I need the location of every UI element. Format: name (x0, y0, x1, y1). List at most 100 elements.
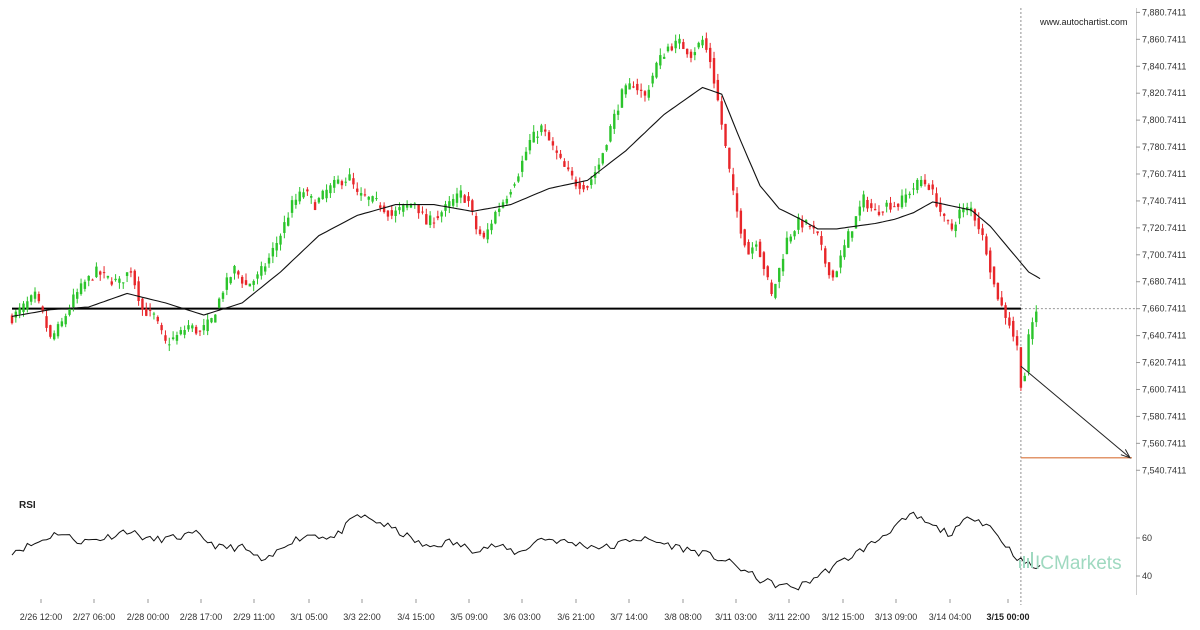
candle-body (597, 164, 601, 170)
icmarkets-bars-icon (1019, 552, 1033, 568)
price-tick-label: 7,540.7411 (1142, 465, 1186, 475)
candle (367, 196, 370, 207)
candle (467, 191, 470, 207)
price-tick-label: 7,660.7411 (1142, 304, 1186, 314)
time-tick-label: 3/3 22:00 (343, 612, 381, 622)
candle-body (294, 199, 298, 205)
candle (102, 266, 106, 279)
candle (935, 187, 938, 208)
candle-body (37, 293, 41, 302)
candle (513, 182, 516, 188)
candle-body (781, 258, 785, 272)
candle (728, 147, 731, 173)
candle (33, 287, 37, 303)
candle-body (114, 278, 117, 281)
candle-body (494, 211, 497, 224)
candle (340, 179, 344, 190)
candle-body (628, 83, 631, 90)
candle-body (482, 232, 486, 238)
price-tick-label: 7,840.7411 (1142, 61, 1186, 71)
rsi-panel (11, 511, 1041, 591)
candle-body (405, 203, 409, 208)
candle-body (881, 211, 885, 213)
candle-body (931, 184, 934, 190)
candle-body (436, 216, 440, 219)
candle (229, 276, 232, 285)
time-tick-label: 3/7 14:00 (610, 612, 648, 622)
candle (240, 275, 244, 288)
candle-body (636, 83, 639, 91)
candle-body (244, 280, 248, 285)
candle-body (735, 193, 739, 212)
candle-body (762, 252, 766, 269)
candle (670, 43, 674, 52)
candle (191, 323, 194, 333)
candle-body (275, 242, 278, 251)
candle (793, 230, 796, 240)
candle (662, 53, 666, 59)
candle-body (977, 218, 980, 230)
candle (659, 48, 662, 70)
candle (440, 210, 443, 223)
candle (99, 270, 102, 281)
candle-body (716, 79, 720, 101)
candle-body (287, 217, 290, 226)
candle-body (689, 51, 693, 58)
candle-body (471, 200, 474, 212)
candle (187, 320, 190, 332)
time-tick-label: 3/6 21:00 (557, 612, 595, 622)
candle (114, 274, 117, 282)
candle-body (655, 62, 658, 78)
candle (329, 183, 332, 198)
candle (942, 212, 946, 222)
candle (954, 221, 957, 238)
candle (244, 273, 248, 286)
candle (540, 123, 543, 136)
candle-body (540, 125, 543, 133)
price-panel (10, 8, 1137, 605)
candle (283, 215, 286, 239)
candle-body (160, 325, 163, 331)
candle (263, 263, 267, 275)
candle-body (279, 235, 282, 245)
candle-body (486, 229, 489, 240)
time-tick-label: 3/5 09:00 (450, 612, 488, 622)
candle (559, 150, 562, 160)
candle-body (939, 202, 942, 212)
candle (455, 187, 459, 208)
candle-body (624, 85, 627, 95)
time-tick-label: 3/11 22:00 (768, 612, 810, 622)
candle (996, 282, 1000, 301)
candle (674, 34, 677, 54)
candle-body (724, 123, 727, 146)
candle-body (950, 223, 954, 230)
candle-body (586, 185, 589, 188)
time-tick-label: 3/11 03:00 (715, 612, 757, 622)
candle (881, 211, 885, 216)
candle (1035, 305, 1038, 327)
candle (425, 208, 428, 225)
candle (544, 124, 547, 137)
candle (858, 200, 861, 222)
candle-body (187, 325, 190, 330)
candle (95, 262, 98, 279)
candle-body (747, 241, 750, 255)
candle-body (133, 270, 136, 286)
candle (927, 183, 931, 191)
rsi-tick-label: 40 (1142, 571, 1152, 581)
candle-body (935, 193, 938, 207)
candle-body (847, 231, 850, 248)
candle (505, 195, 509, 206)
candle-body (64, 316, 67, 325)
candle (459, 185, 463, 204)
candle-body (183, 329, 186, 335)
candle-body (79, 283, 83, 295)
candle-body (467, 196, 470, 202)
candle-body (237, 271, 240, 275)
candle-body (601, 153, 604, 164)
candle (10, 313, 14, 325)
candle (463, 193, 466, 203)
candle (889, 196, 892, 213)
candle (448, 196, 451, 214)
candle-body (267, 257, 271, 264)
